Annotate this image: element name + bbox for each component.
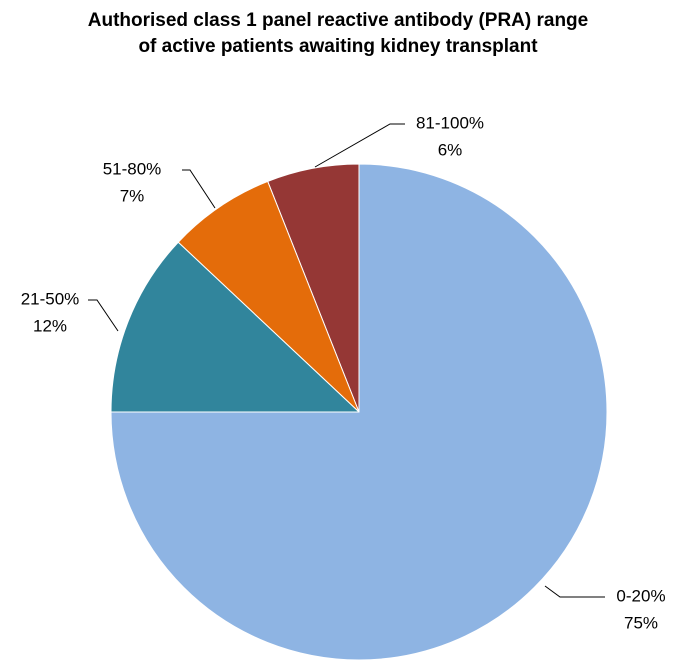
value-label: 75% xyxy=(624,613,658,632)
pie-slice xyxy=(110,241,361,413)
pie-slice xyxy=(177,180,360,413)
leader-line xyxy=(314,123,405,168)
value-label: 6% xyxy=(438,140,463,159)
leader-line xyxy=(182,169,216,209)
category-label: 81-100% xyxy=(416,113,484,132)
value-label: 7% xyxy=(120,186,145,205)
category-label: 51-80% xyxy=(103,159,162,178)
category-label: 0-20% xyxy=(616,586,665,605)
value-label: 12% xyxy=(33,316,67,335)
chart-title: Authorised class 1 panel reactive antibo… xyxy=(87,10,589,57)
leader-line xyxy=(544,585,605,598)
category-label: 21-50% xyxy=(21,289,80,308)
leader-line xyxy=(88,299,119,332)
pie-slice xyxy=(110,163,608,660)
